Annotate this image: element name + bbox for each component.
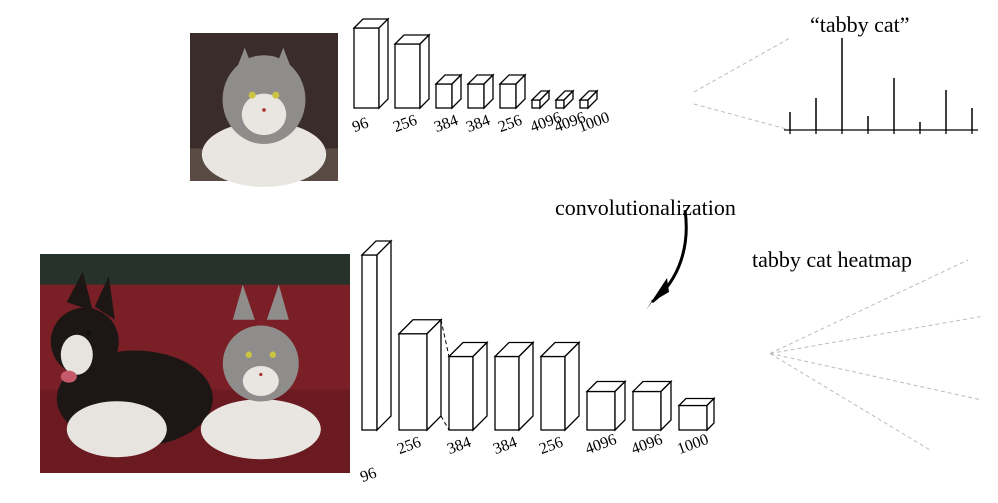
label-tabby-cat-heatmap: tabby cat heatmap xyxy=(752,247,912,273)
